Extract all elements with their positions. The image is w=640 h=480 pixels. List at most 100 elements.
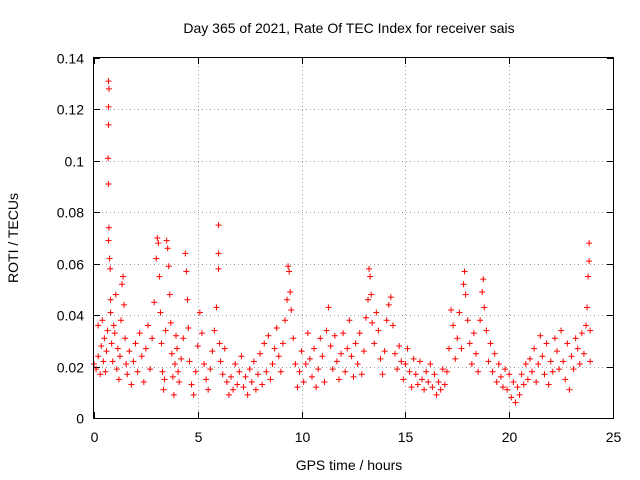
data-point [458, 345, 465, 352]
plot-frame [93, 57, 614, 419]
data-point [350, 373, 357, 380]
data-point [215, 250, 222, 257]
data-point [265, 332, 272, 339]
data-point [275, 353, 282, 360]
y-axis-label: ROTI / TECUs [5, 193, 21, 283]
data-point [520, 381, 527, 388]
data-point [406, 368, 413, 375]
data-point [583, 322, 590, 329]
data-point [466, 340, 473, 347]
data-point [292, 361, 299, 367]
data-point [331, 332, 338, 339]
data-point [207, 366, 214, 373]
data-point [531, 345, 538, 352]
data-point [580, 350, 587, 357]
data-point [369, 319, 376, 326]
data-point [267, 376, 274, 383]
data-point [213, 304, 220, 311]
data-point [192, 368, 199, 375]
y-tick-label: 0.04 [57, 308, 84, 324]
data-point [491, 350, 498, 357]
data-point [348, 353, 355, 360]
x-tick-label: 15 [398, 429, 414, 445]
data-point [456, 309, 463, 316]
data-point [481, 304, 488, 311]
axis-ticks: 0 0.02 0.04 0.06 0.08 0.1 0.12 0.14 0 5 10 15 20 25 [57, 51, 622, 446]
data-point [134, 368, 141, 375]
data-point [368, 291, 375, 298]
data-point [358, 371, 365, 378]
data-point [109, 358, 116, 365]
data-point [313, 384, 320, 391]
data-point [106, 255, 113, 262]
data-point [377, 355, 384, 362]
data-point [221, 345, 228, 352]
data-point [373, 309, 380, 316]
data-point [234, 381, 241, 388]
data-point [371, 340, 378, 347]
data-point [572, 335, 579, 342]
data-point [578, 330, 585, 337]
data-point [225, 391, 232, 398]
data-point [211, 327, 218, 334]
data-point [404, 345, 411, 352]
x-tick-label: 5 [195, 429, 203, 445]
data-point [263, 368, 270, 375]
data-point [171, 361, 178, 367]
data-point [308, 373, 315, 380]
data-point [115, 376, 122, 383]
data-point [346, 317, 353, 324]
data-point [354, 361, 361, 367]
data-point [157, 309, 164, 316]
data-point [553, 348, 560, 355]
data-point [101, 335, 108, 342]
data-point [122, 335, 129, 342]
y-tick-label: 0.08 [57, 205, 84, 221]
y-tick-label: 0.06 [57, 257, 84, 273]
data-point [100, 358, 107, 365]
data-point [551, 335, 558, 342]
y-tick-label: 0.12 [57, 102, 84, 118]
data-point [533, 379, 540, 385]
data-point [419, 376, 426, 383]
data-point [140, 379, 147, 385]
data-point [340, 330, 347, 337]
data-point [119, 281, 126, 288]
data-point [124, 371, 131, 378]
data-point [443, 368, 450, 375]
data-point [576, 361, 583, 367]
data-point [470, 330, 477, 337]
data-point [508, 394, 515, 401]
data-point [116, 353, 123, 360]
data-point [375, 327, 382, 334]
data-point [271, 345, 278, 352]
data-point [209, 348, 216, 355]
data-point [311, 345, 318, 352]
chart-title: Day 365 of 2021, Rate Of TEC Index for r… [183, 20, 514, 36]
data-point [190, 391, 197, 398]
data-point [194, 343, 201, 349]
data-point [156, 273, 163, 280]
data-point [166, 291, 173, 298]
data-point [216, 340, 223, 347]
data-point [165, 263, 172, 270]
data-point [144, 322, 151, 329]
data-point [215, 222, 222, 229]
data-point [184, 296, 191, 303]
data-point [574, 345, 581, 352]
data-point [228, 373, 235, 380]
data-point [105, 85, 112, 92]
data-point [556, 366, 563, 373]
y-tick-label: 0.14 [57, 51, 84, 67]
data-point [562, 376, 569, 383]
data-point [153, 255, 160, 262]
data-point [304, 330, 311, 337]
data-point [518, 371, 525, 378]
data-point [110, 322, 117, 329]
data-point [543, 340, 550, 347]
data-point [223, 379, 230, 385]
data-point [255, 371, 262, 378]
data-point [296, 368, 303, 375]
data-point [416, 358, 423, 365]
data-point [425, 379, 432, 385]
